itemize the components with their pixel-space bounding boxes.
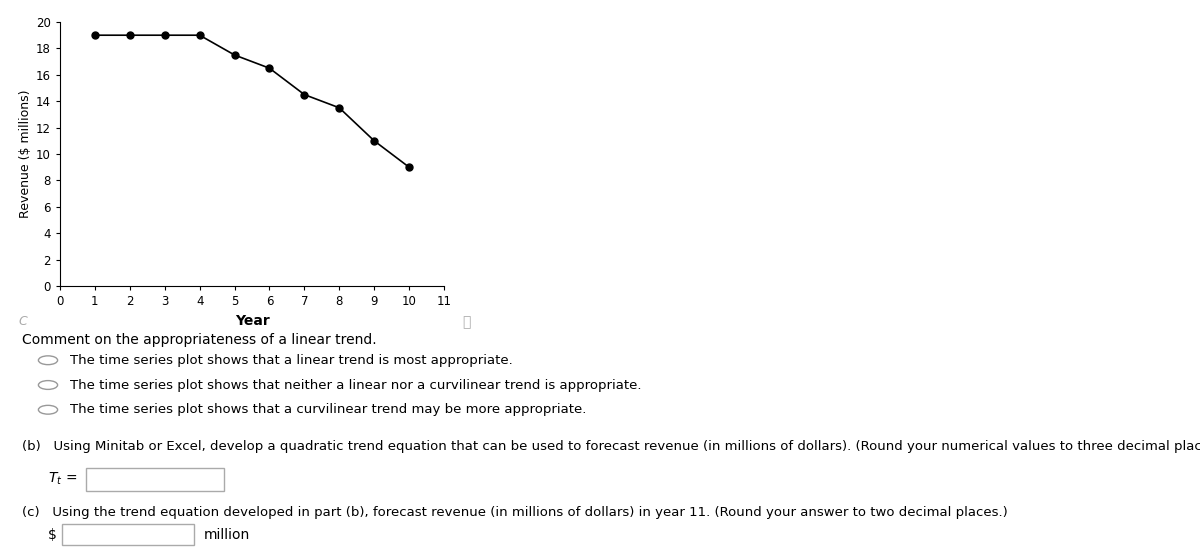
Text: (b)   Using Minitab or Excel, develop a quadratic trend equation that can be use: (b) Using Minitab or Excel, develop a qu… bbox=[22, 440, 1200, 453]
Text: $: $ bbox=[48, 527, 56, 542]
Text: C: C bbox=[18, 315, 26, 328]
Text: ⓘ: ⓘ bbox=[462, 315, 470, 329]
Text: Comment on the appropriateness of a linear trend.: Comment on the appropriateness of a line… bbox=[22, 333, 377, 346]
Text: million: million bbox=[204, 527, 251, 542]
X-axis label: Year: Year bbox=[235, 314, 269, 328]
Text: The time series plot shows that a linear trend is most appropriate.: The time series plot shows that a linear… bbox=[70, 354, 512, 367]
Y-axis label: Revenue ($ millions): Revenue ($ millions) bbox=[19, 90, 32, 218]
FancyBboxPatch shape bbox=[86, 468, 224, 491]
Text: The time series plot shows that neither a linear nor a curvilinear trend is appr: The time series plot shows that neither … bbox=[70, 378, 641, 392]
FancyBboxPatch shape bbox=[62, 524, 194, 544]
Text: The time series plot shows that a curvilinear trend may be more appropriate.: The time series plot shows that a curvil… bbox=[70, 403, 586, 416]
Text: $T_t\,=$: $T_t\,=$ bbox=[48, 470, 78, 487]
Text: (c)   Using the trend equation developed in part (b), forecast revenue (in milli: (c) Using the trend equation developed i… bbox=[22, 506, 1007, 519]
